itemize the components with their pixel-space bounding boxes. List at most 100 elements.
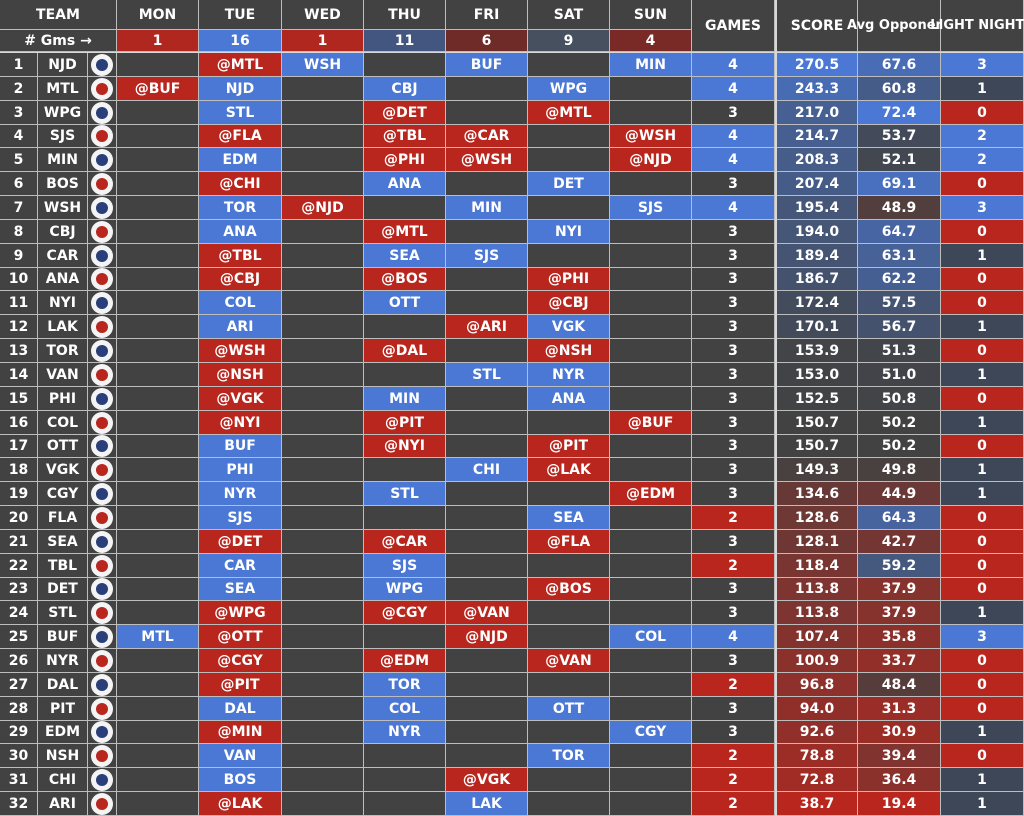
game-cell: @BOS (364, 268, 446, 291)
empty-day-cell (282, 125, 364, 148)
game-cell: STL (446, 363, 528, 387)
empty-day-cell (117, 792, 199, 816)
light-nights: 1 (941, 792, 1024, 816)
empty-day-cell (446, 673, 528, 697)
game-cell: VGK (528, 315, 610, 339)
games-count: 2 (692, 792, 775, 816)
game-cell: BOS (199, 768, 282, 792)
light-nights: 0 (941, 101, 1024, 125)
games-count: 3 (692, 721, 775, 744)
games-count: 2 (692, 506, 775, 530)
team-score: 153.9 (777, 339, 858, 363)
team-score: 118.4 (777, 554, 858, 578)
team-logo-icon (91, 435, 113, 457)
team-logo-cell (88, 578, 117, 601)
team-score: 214.7 (777, 125, 858, 148)
light-nights: 3 (941, 196, 1024, 220)
game-cell: @ARI (446, 315, 528, 339)
empty-day-cell (528, 792, 610, 816)
game-cell: @CHI (199, 172, 282, 196)
team-abbr: ANA (38, 268, 88, 291)
game-cell: PHI (199, 458, 282, 482)
team-rank: 19 (0, 482, 38, 506)
team-score: 128.1 (777, 530, 858, 554)
team-logo-icon (91, 220, 113, 243)
avg-opponent: 63.1 (858, 244, 941, 268)
team-logo-cell (88, 411, 117, 435)
empty-day-cell (282, 77, 364, 101)
light-nights: 3 (941, 625, 1024, 649)
game-cell: STL (364, 482, 446, 506)
empty-day-cell (446, 721, 528, 744)
team-abbr: WSH (38, 196, 88, 220)
team-abbr: OTT (38, 435, 88, 458)
team-score: 96.8 (777, 673, 858, 697)
empty-day-cell (528, 625, 610, 649)
game-cell: NJD (199, 77, 282, 101)
team-score: 195.4 (777, 196, 858, 220)
game-cell: @CAR (446, 125, 528, 148)
team-score: 134.6 (777, 482, 858, 506)
avg-opponent: 53.7 (858, 125, 941, 148)
team-logo-cell (88, 172, 117, 196)
game-cell: TOR (199, 196, 282, 220)
team-logo-cell (88, 148, 117, 172)
empty-day-cell (364, 792, 446, 816)
game-cell: ANA (364, 172, 446, 196)
team-logo-cell (88, 196, 117, 220)
empty-day-cell (446, 220, 528, 244)
games-count: 4 (692, 148, 775, 172)
empty-day-cell (446, 268, 528, 291)
team-logo-icon (91, 291, 113, 314)
empty-day-cell (117, 101, 199, 125)
game-cell: @VAN (446, 601, 528, 625)
game-cell: STL (199, 101, 282, 125)
light-nights: 0 (941, 506, 1024, 530)
game-cell: WSH (282, 53, 364, 77)
team-rank: 15 (0, 387, 38, 411)
team-logo-cell (88, 77, 117, 101)
light-nights: 1 (941, 315, 1024, 339)
empty-day-cell (282, 506, 364, 530)
empty-day-cell (117, 458, 199, 482)
game-cell: SJS (364, 554, 446, 578)
team-abbr: PIT (38, 697, 88, 721)
empty-day-cell (117, 530, 199, 554)
team-score: 107.4 (777, 625, 858, 649)
team-score: 208.3 (777, 148, 858, 172)
header-day-sat: SAT (528, 0, 610, 30)
games-count: 3 (692, 244, 775, 268)
team-logo-cell (88, 458, 117, 482)
games-count: 2 (692, 744, 775, 768)
day-game-count: 16 (199, 30, 282, 52)
empty-day-cell (364, 506, 446, 530)
team-rank: 20 (0, 506, 38, 530)
game-cell: CGY (610, 721, 692, 744)
game-cell: @MTL (528, 101, 610, 125)
empty-day-cell (364, 315, 446, 339)
game-cell: @DAL (364, 339, 446, 363)
game-cell: @NJD (282, 196, 364, 220)
game-cell: NYR (199, 482, 282, 506)
games-count: 4 (692, 77, 775, 101)
light-nights: 1 (941, 244, 1024, 268)
empty-day-cell (446, 482, 528, 506)
game-cell: NYR (364, 721, 446, 744)
team-rank: 2 (0, 77, 38, 101)
games-count: 3 (692, 363, 775, 387)
team-logo-icon (91, 411, 113, 434)
team-abbr: STL (38, 601, 88, 625)
empty-day-cell (117, 554, 199, 578)
games-count: 2 (692, 554, 775, 578)
team-logo-cell (88, 101, 117, 125)
empty-day-cell (610, 101, 692, 125)
game-cell: COL (610, 625, 692, 649)
header-score: SCORE (777, 0, 858, 52)
light-nights: 0 (941, 697, 1024, 721)
team-score: 113.8 (777, 601, 858, 625)
games-count: 3 (692, 268, 775, 291)
empty-day-cell (117, 172, 199, 196)
games-count: 4 (692, 196, 775, 220)
game-cell: ANA (528, 387, 610, 411)
empty-day-cell (117, 649, 199, 673)
